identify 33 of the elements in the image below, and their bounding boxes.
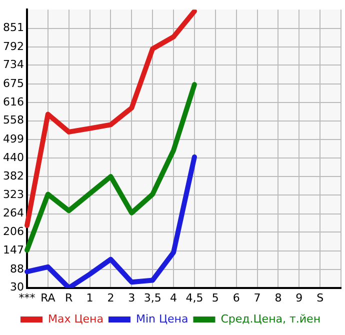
y-tick-label: 382 [2,169,24,182]
x-tick-label: 9 [296,291,303,304]
x-tick-label: R [65,291,74,304]
y-tick-label: 851 [2,21,24,34]
y-tick-label: 88 [10,262,24,276]
x-tick-label: RA [40,291,56,304]
y-tick-label: 499 [2,132,24,146]
y-tick-label: 206 [2,225,24,238]
y-tick-label: 30 [10,280,24,294]
legend-label: Сред.Цена, т.йен [220,312,321,326]
x-tick-label: S [316,291,324,304]
x-tick-label: *** [18,291,36,304]
y-tick-label: 558 [2,114,24,127]
x-tick-label: 4,5 [186,291,204,304]
y-tick-label: 323 [2,188,24,202]
y-tick-label: 675 [2,76,24,90]
legend-label: Min Цена [136,312,188,326]
y-tick-label: 616 [2,95,24,108]
y-tick-label: 792 [2,40,24,53]
x-tick-label: 8 [274,291,282,304]
x-tick-label: 7 [254,291,261,304]
y-tick-label: 147 [2,244,24,257]
x-tick-label: 3,5 [144,291,162,304]
x-tick-label: 1 [86,291,94,304]
x-tick-label: 2 [107,291,114,304]
x-tick-label: 4 [170,291,178,304]
y-tick-label: 440 [2,151,24,164]
x-tick-label: 5 [212,291,219,304]
y-tick-label: 734 [2,58,24,72]
y-tick-label: 264 [2,206,24,220]
x-tick-label: 3 [128,291,136,304]
legend-label: Max Цена [48,312,104,326]
x-tick-label: 6 [232,291,240,304]
